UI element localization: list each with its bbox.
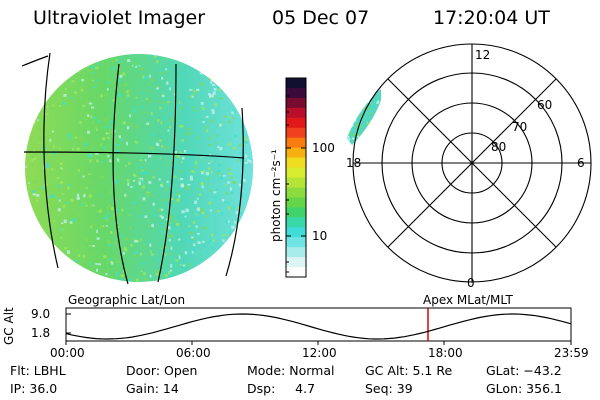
- altitude-xtick: 12:00: [302, 346, 337, 360]
- dsp-readout: Dsp: 4.7: [247, 381, 316, 396]
- longitude-line: [21, 55, 49, 67]
- date-label: 05 Dec 07: [272, 7, 370, 29]
- diagonal-line: [387, 78, 557, 248]
- altitude-curve: [65, 313, 572, 340]
- door-readout: Door: Open: [126, 363, 198, 378]
- color-scale-segment: [286, 257, 306, 268]
- longitude-line: [43, 52, 59, 269]
- altitude-ytick-low: 1.8: [31, 326, 51, 340]
- auroral-oval-fragment: [347, 89, 381, 145]
- globe-image: [25, 54, 253, 282]
- longitude-line: [112, 63, 129, 285]
- color-scale-segment: [286, 197, 306, 208]
- color-scale-segment: [286, 97, 306, 109]
- mlt-label-0: 0: [467, 276, 475, 290]
- color-scale-tick-100: 100: [312, 141, 335, 155]
- color-scale-segment: [286, 177, 306, 189]
- mlt-label-6: 6: [577, 156, 585, 170]
- color-scale-segment: [286, 147, 306, 159]
- color-scale-frame: [285, 77, 307, 278]
- mlt-label-12: 12: [475, 48, 491, 62]
- color-scale-segment: [286, 227, 306, 238]
- mode-readout: Mode: Normal: [247, 363, 335, 378]
- mlat-label-60: 60: [537, 98, 553, 112]
- mlt-label-18: 18: [346, 156, 362, 170]
- longitude-line: [225, 107, 244, 277]
- filter-readout: Flt: LBHL: [10, 363, 66, 378]
- altitude-plot: [65, 307, 572, 345]
- longitude-line: [157, 63, 177, 283]
- gc-altitude-readout: GC Alt: 5.1 Re: [365, 363, 453, 378]
- color-scale-segment: [286, 167, 306, 179]
- latitude-line: [23, 151, 245, 159]
- color-scale-segment: [286, 207, 306, 218]
- altitude-xtick: 18:00: [428, 346, 463, 360]
- color-scale-unit: photon cm⁻²s⁻¹: [269, 149, 283, 242]
- altitude-xtick: 00:00: [50, 346, 85, 360]
- color-scale-segment: [286, 217, 306, 228]
- color-scale-tick-10: 10: [312, 229, 328, 243]
- gain-readout: Gain: 14: [126, 381, 179, 396]
- instrument-title: Ultraviolet Imager: [33, 7, 206, 29]
- globe-caption: Geographic Lat/Lon: [68, 293, 186, 307]
- color-scale-segment: [286, 107, 306, 119]
- polar-plot: [347, 43, 592, 283]
- color-scale-segment: [286, 267, 306, 278]
- geo-latitude-readout: GLat: −43.2: [486, 363, 562, 378]
- altitude-xtick: 23:59: [554, 346, 589, 360]
- altitude-ytick-high: 9.0: [31, 307, 51, 321]
- altitude-ylabel: GC Alt: [2, 307, 16, 345]
- ip-readout: IP: 36.0: [10, 381, 58, 396]
- color-scale-segment: [286, 157, 306, 169]
- color-scale-segment: [286, 117, 306, 129]
- sequence-readout: Seq: 39: [365, 381, 413, 396]
- mlat-label-70: 70: [512, 120, 528, 134]
- color-scale-segment: [286, 247, 306, 258]
- color-scale-segment: [286, 127, 306, 139]
- color-scale-segment: [286, 237, 306, 248]
- color-scale-bar: [286, 78, 306, 278]
- geo-longitude-readout: GLon: 356.1: [486, 381, 562, 396]
- time-label: 17:20:04 UT: [433, 7, 550, 29]
- color-scale-segment: [286, 78, 306, 89]
- color-scale-segment: [286, 137, 306, 149]
- altitude-xtick: 06:00: [176, 346, 211, 360]
- geographic-grid: [21, 52, 245, 285]
- mlat-label-80: 80: [491, 140, 507, 154]
- color-scale-segment: [286, 87, 306, 99]
- color-scale-segment: [286, 187, 306, 198]
- polar-caption: Apex MLat/MLT: [423, 293, 513, 307]
- color-scale-ticks: [286, 95, 306, 273]
